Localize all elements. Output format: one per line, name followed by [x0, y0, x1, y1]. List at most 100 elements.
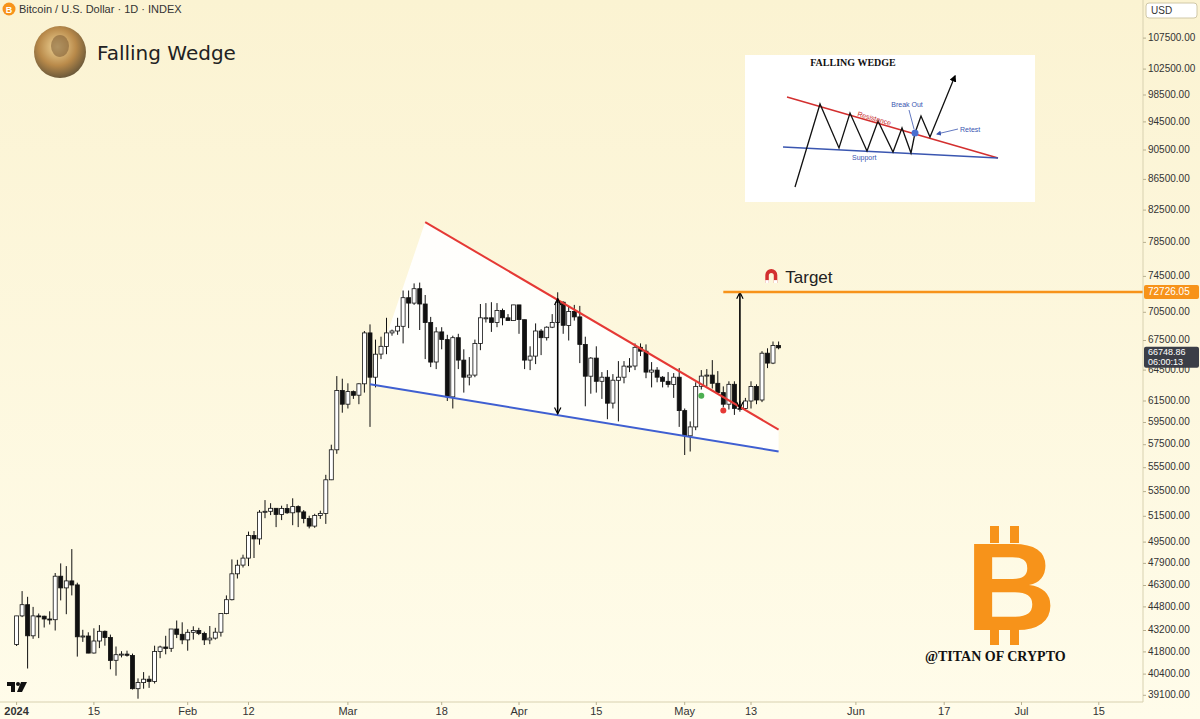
- candle-body: [53, 576, 57, 620]
- candle-body: [677, 377, 681, 410]
- candle-body: [423, 304, 427, 323]
- candle-body: [197, 631, 201, 634]
- candle-wick: [651, 362, 652, 387]
- candle-wick: [182, 622, 183, 644]
- candle-body: [434, 332, 438, 362]
- candle-body: [385, 333, 389, 347]
- candle-body: [484, 318, 488, 319]
- inset-retest-arrow: [937, 129, 958, 134]
- candle-body: [103, 631, 107, 637]
- candle-body: [589, 358, 593, 376]
- y-tick-label: 102500.00: [1148, 63, 1196, 74]
- candle-body: [291, 507, 295, 513]
- candle-body: [186, 632, 190, 640]
- resistance-line: [425, 222, 778, 430]
- candle-body: [362, 333, 366, 384]
- candle-body: [489, 318, 493, 323]
- candle-body: [379, 346, 383, 354]
- y-tick: [1143, 38, 1146, 39]
- tv-logo: [7, 682, 27, 692]
- candle-body: [340, 391, 344, 405]
- inset-breakout-dot: [912, 130, 919, 137]
- candle-wick: [193, 626, 194, 639]
- magnet-icon: [765, 269, 777, 283]
- candle-body: [97, 631, 101, 641]
- candle-body: [247, 536, 251, 559]
- candle-body: [550, 323, 554, 328]
- x-tick-label: May: [674, 705, 695, 717]
- candle-body: [180, 634, 184, 640]
- inset-breakout-label: Break Out: [891, 101, 923, 108]
- candle-body: [407, 298, 411, 303]
- candle-body: [158, 647, 162, 652]
- candle-body: [302, 512, 306, 519]
- y-tick-label: 57500.00: [1148, 438, 1190, 449]
- y-tick: [1143, 150, 1146, 151]
- candle-body: [528, 356, 532, 360]
- candle-body: [202, 633, 206, 640]
- candle-body: [131, 655, 135, 688]
- x-tick-label: 15: [590, 705, 602, 717]
- y-tick-label: 86500.00: [1148, 173, 1190, 184]
- x-tick-label: 2024: [4, 705, 29, 717]
- y-tick-label: 55500.00: [1148, 461, 1190, 472]
- y-tick: [1143, 95, 1146, 96]
- magnet-tip: [774, 280, 778, 283]
- candle-body: [743, 401, 747, 408]
- y-tick: [1143, 467, 1146, 468]
- y-tick-label: 47900.00: [1148, 557, 1190, 568]
- watermark: @TITAN OF CRYPTO: [925, 649, 1066, 664]
- candle-wick: [629, 358, 630, 372]
- y-tick-label: 51500.00: [1148, 510, 1190, 521]
- candle-body: [37, 616, 41, 617]
- candle-body: [467, 375, 471, 377]
- measure-arrow: [739, 292, 741, 408]
- candle-body: [263, 511, 267, 512]
- candle-body: [766, 353, 770, 363]
- x-tick-label: Jul: [1014, 705, 1028, 717]
- inset: FALLING WEDGEResistanceSupportBreak OutR…: [745, 55, 1035, 202]
- candle-body: [15, 616, 19, 645]
- currency-label: USD: [1151, 5, 1172, 16]
- inset-breakout-leader: [909, 110, 914, 129]
- candle-body: [296, 507, 300, 512]
- candle-body: [108, 638, 112, 661]
- x-tick-label: 15: [88, 705, 100, 717]
- inset-support-line: [783, 147, 998, 158]
- candle-body: [153, 652, 157, 682]
- candle-body: [274, 508, 278, 514]
- candle-body: [418, 289, 422, 304]
- y-tick-label: 98500.00: [1148, 89, 1190, 100]
- y-tick: [1143, 312, 1146, 313]
- bitcoin-logo: B: [966, 517, 1056, 656]
- candle-body: [396, 326, 400, 331]
- candle-body: [683, 411, 687, 436]
- y-tick: [1143, 242, 1146, 243]
- candle-body: [451, 338, 455, 397]
- candle-body: [258, 512, 262, 539]
- y-tick: [1143, 695, 1146, 696]
- candle-body: [31, 616, 35, 636]
- last-price-label: 66748.86: [1148, 347, 1186, 357]
- y-tick: [1143, 422, 1146, 423]
- x-tick-label: 12: [242, 705, 254, 717]
- candle-wick: [116, 647, 117, 676]
- candle-body: [473, 343, 477, 375]
- candle-body: [429, 323, 433, 363]
- y-tick: [1143, 651, 1146, 652]
- candle-body: [755, 386, 759, 400]
- y-tick-label: 70500.00: [1148, 306, 1190, 317]
- candle-body: [622, 366, 626, 377]
- y-tick-label: 46300.00: [1148, 579, 1190, 590]
- candle-body: [661, 377, 665, 381]
- y-axis-line: [1143, 0, 1144, 702]
- candle-body: [705, 375, 709, 376]
- y-tick-label: 43200.00: [1148, 624, 1190, 635]
- candle-body: [230, 574, 234, 600]
- y-tick: [1143, 276, 1146, 277]
- candle-body: [401, 298, 405, 327]
- candle-body: [567, 311, 571, 325]
- candle-body: [771, 345, 775, 363]
- candle-body: [357, 384, 361, 395]
- candle-body: [191, 631, 195, 633]
